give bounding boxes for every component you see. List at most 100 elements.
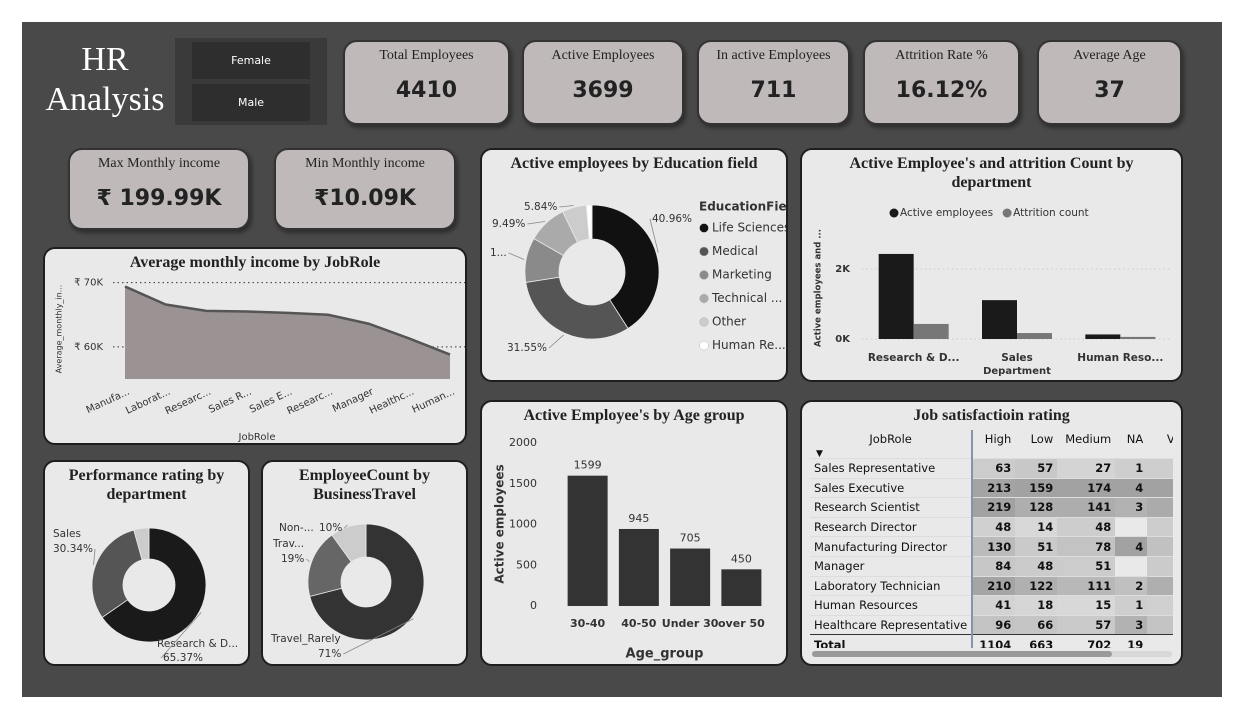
table-cell: 57: [1057, 615, 1116, 635]
table-cell: 48: [972, 517, 1016, 537]
y-tick-label: 1500: [509, 477, 537, 490]
legend-marker: [699, 223, 709, 233]
table-row: Research Scientist2191281413226: [810, 497, 1173, 518]
table-cell: 206: [1147, 576, 1173, 596]
legend-label: Active employees: [900, 207, 993, 219]
x-tick-label: Sales R...: [207, 386, 253, 415]
table-cell: 663: [1029, 637, 1054, 648]
chart: Research & D... 65.37% Sales 30.34%: [53, 527, 238, 664]
table-cell: [1115, 556, 1147, 576]
kpi-label: Active Employees: [551, 48, 655, 63]
table-row: Sales Executive2131591744263: [810, 478, 1173, 498]
table-cell: 159: [1015, 478, 1058, 498]
column-header: Medium: [1065, 432, 1112, 446]
table-cell: Sales Representative: [810, 458, 974, 479]
y-axis-label: Average_monthly_in...: [55, 285, 64, 374]
table-cell: 130: [972, 536, 1016, 557]
bar: [913, 323, 949, 339]
slice-category-label: Sales: [53, 528, 81, 540]
donut-slice: [585, 204, 593, 240]
table-cell: 122: [1015, 576, 1058, 596]
income-value: ₹ 199.99K: [96, 186, 222, 211]
table-cell: 78: [1057, 536, 1116, 557]
slice-value-label: 65.37%: [163, 652, 203, 664]
chart: 0K 2K Active employees Attrition count Resea…: [814, 207, 1172, 377]
table-cell: Research Director: [810, 517, 974, 537]
table-cell: 41: [972, 595, 1016, 616]
leader-line: [306, 558, 310, 562]
table-cell: 263: [1147, 478, 1173, 498]
table-cell: Sales Executive: [810, 478, 974, 498]
legend-title: EducationField: [699, 200, 788, 214]
bar: [1120, 336, 1156, 339]
legend-label: Other: [712, 315, 746, 329]
chart-card: 0K 2K Active employees Attrition count Resea…: [800, 148, 1183, 382]
column-header: Low: [1030, 432, 1054, 446]
chart: 40.96% 31.55% 1... 9.49% 5.84% EducationField…: [490, 200, 788, 355]
legend-label: Attrition count: [1013, 207, 1089, 219]
table-cell: Healthcare Representative: [810, 615, 974, 635]
chart-card: 40.96% 31.55% 1... 9.49% 5.84% EducationField…: [480, 148, 788, 382]
bar: [982, 300, 1017, 339]
chart-title: Active Employee's and attrition Count by…: [849, 155, 1134, 191]
chart-card: Research & D... 65.37% Sales 30.34% Performa…: [43, 460, 250, 666]
kpi-card: Attrition Rate % 16.12%: [863, 40, 1020, 125]
x-tick-label: Under 30: [662, 617, 719, 630]
data-label: 705: [680, 532, 701, 545]
scrollbar[interactable]: [812, 651, 1172, 657]
x-axis-label: JobRole: [238, 432, 276, 443]
kpi-label: In active Employees: [716, 48, 831, 63]
table-cell: 48: [1057, 517, 1116, 537]
chart-title: Performance rating by department: [68, 467, 225, 503]
slice-value-label: 5.84%: [524, 201, 557, 213]
table-cell: 1211: [1147, 635, 1173, 648]
leader-line: [160, 612, 202, 659]
x-axis-label: Department: [983, 366, 1051, 377]
kpi-card: Active Employees 3699: [522, 40, 684, 125]
table-row: Laboratory Technician2101221112206: [810, 576, 1173, 596]
table-cell: 174: [1057, 478, 1116, 498]
y-tick-label: 2K: [835, 264, 851, 275]
slicer-option[interactable]: Male: [192, 84, 310, 121]
area: [125, 286, 450, 379]
x-tick-label: Sales: [1001, 352, 1033, 364]
table-cell: 4: [1115, 536, 1148, 557]
chart: ₹ 60K₹ 70KManufa...Laborat...Researc...S…: [55, 278, 465, 443]
legend-marker: [699, 317, 709, 327]
column-header: Very high: [1147, 430, 1173, 459]
legend-label: Technical ...: [711, 291, 782, 305]
slice-value-label: 1...: [490, 247, 507, 259]
bar: [721, 569, 762, 606]
table-cell: 226: [1147, 497, 1173, 518]
y-axis-label: Active employees and ...: [814, 229, 824, 347]
column-header: JobRole: [810, 430, 974, 459]
slice-value-label: 19%: [281, 553, 304, 565]
slice-value-label: 40.96%: [652, 213, 692, 225]
kpi-value: 4410: [395, 78, 458, 103]
bar: [670, 548, 711, 606]
table-cell: 51: [1057, 556, 1116, 577]
table-cell: 72: [1147, 517, 1173, 537]
kpi-value: 16.12%: [895, 78, 988, 103]
income-card: Max Monthly income ₹ 199.99K: [68, 148, 250, 230]
table-row: Manufacturing Director13051784124: [810, 536, 1173, 557]
legend-label: Marketing: [712, 268, 772, 282]
donut-slice: [591, 204, 660, 330]
table-cell: 48: [1015, 556, 1058, 577]
table-header-row: JobRole High Low Medium NAVery high: [810, 430, 1173, 459]
table-cell: 57: [1015, 458, 1058, 479]
chart-title: Average monthly income by JobRole: [129, 254, 381, 271]
leader-line: [548, 334, 564, 349]
legend-label: Human Re...: [712, 338, 786, 352]
slicer-option[interactable]: Female: [192, 42, 310, 79]
table-cell: 27: [1057, 458, 1116, 479]
chart: 0 500 1000 1500 2000 1599 30-40 945 40-50 705 Unde…: [493, 436, 766, 662]
table-cell: 60: [1147, 595, 1173, 616]
table-cell: 3: [1115, 615, 1148, 635]
table-cell: 3: [1115, 497, 1148, 518]
x-axis-label: Age_group: [626, 647, 704, 662]
income-label: Max Monthly income: [97, 156, 221, 171]
scrollbar-thumb[interactable]: [812, 651, 1112, 657]
column-header: NA: [1126, 432, 1144, 446]
